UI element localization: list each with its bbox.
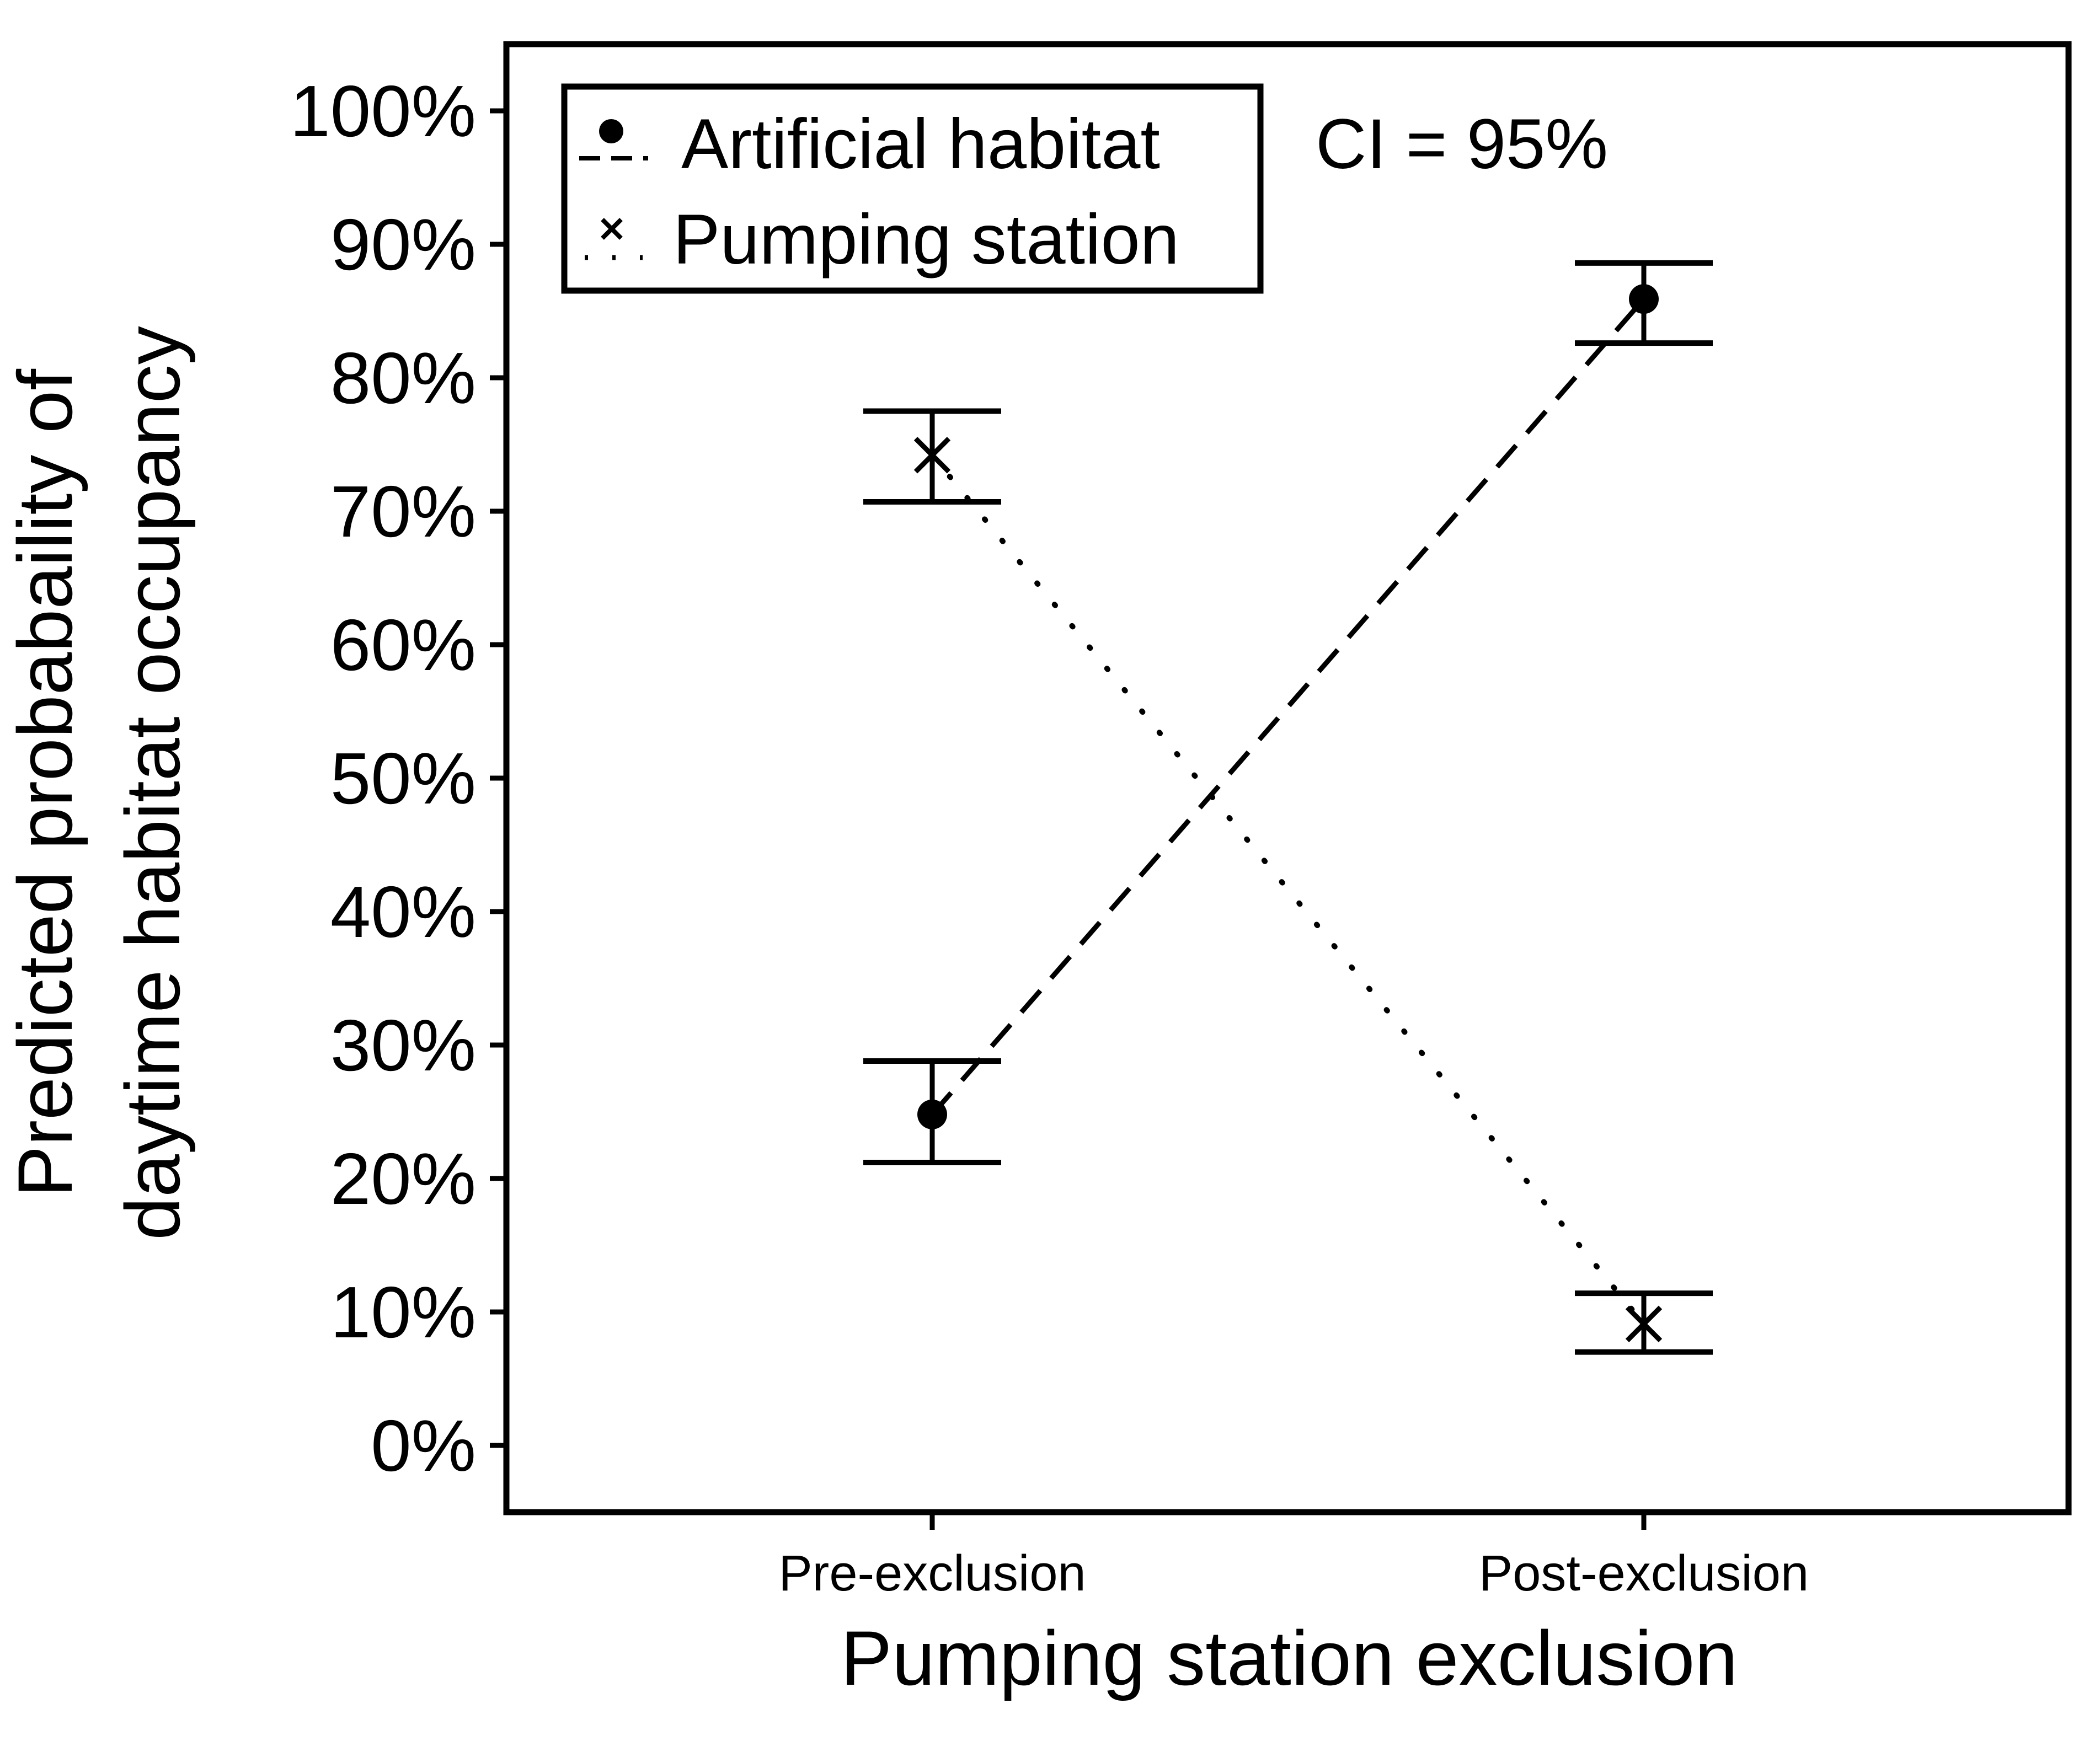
legend-label-pumping-station: Pumping station (673, 200, 1179, 279)
y-axis-title-line-2: daytime habitat occupancy (109, 326, 196, 1240)
y-tick-label: 40% (330, 871, 476, 952)
data-point-dot (1629, 284, 1659, 314)
y-tick-label: 10% (330, 1272, 476, 1353)
data-point-dot (917, 1099, 947, 1129)
legend: Artificial habitat Pumping station (561, 83, 1264, 294)
y-tick-label: 0% (371, 1405, 476, 1486)
y-tick-label: 30% (330, 1005, 476, 1086)
ci-annotation: CI = 95% (1316, 105, 1608, 184)
data-point-x (1625, 1305, 1663, 1342)
y-axis-title: Predicted probabaility of daytime habita… (2, 326, 196, 1240)
series-line-pumping-station (929, 452, 1647, 1327)
y-tick-label: 80% (330, 338, 476, 419)
plot-area: 0% 10% 20% 30% 40% 50% 60% 70% 80% 90% 100% Pre-exc… (290, 41, 2072, 1601)
data-point-x (913, 437, 951, 474)
y-tick-label: 100% (290, 71, 476, 152)
legend-item-pumping-station: Pumping station (585, 200, 1179, 279)
legend-box (561, 83, 1264, 294)
y-tick-label: 90% (330, 204, 476, 285)
y-axis-title-line-1: Predicted probabaility of (2, 368, 88, 1197)
y-tick-label: 50% (330, 738, 476, 819)
legend-item-artificial-habitat: Artificial habitat (579, 105, 1160, 184)
y-tick-label: 60% (330, 604, 476, 685)
legend-label-artificial-habitat: Artificial habitat (681, 105, 1160, 184)
y-tick-label: 70% (330, 471, 476, 552)
x-tick-label: Post-exclusion (1479, 1545, 1809, 1601)
legend-dot-marker-icon (599, 119, 623, 143)
x-tick-label: Pre-exclusion (778, 1545, 1086, 1601)
y-tick-label: 20% (330, 1138, 476, 1219)
x-axis-title: Pumping station exclusion (841, 1615, 1738, 1701)
legend-x-marker-icon (601, 218, 623, 240)
